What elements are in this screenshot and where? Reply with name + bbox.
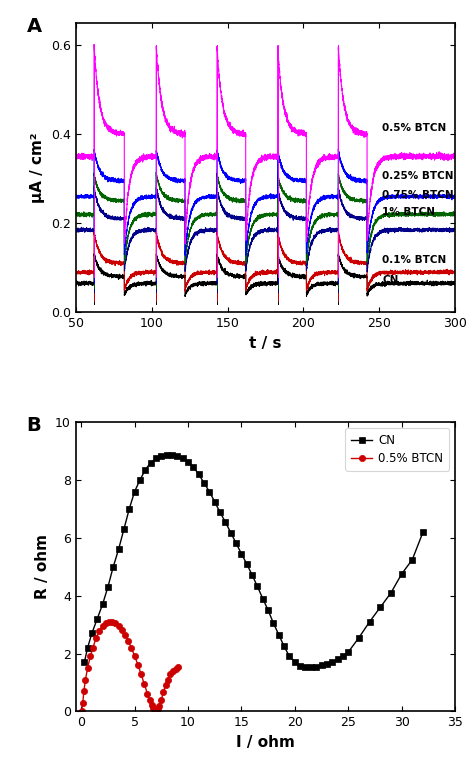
0.5% BTCN <box>170 666 176 675</box>
0.5% BTCN <box>116 621 121 630</box>
Text: 0.75% BTCN: 0.75% BTCN <box>382 190 454 200</box>
0.5% BTCN <box>90 643 96 653</box>
0.5% BTCN <box>93 633 99 643</box>
0.5% BTCN <box>152 705 157 714</box>
0.5% BTCN <box>146 695 152 705</box>
0.5% BTCN <box>125 636 131 645</box>
Text: 0.25% BTCN: 0.25% BTCN <box>382 171 454 181</box>
CN <box>164 451 170 460</box>
CN <box>346 647 351 656</box>
0.5% BTCN <box>132 651 137 660</box>
Legend: CN, 0.5% BTCN: CN, 0.5% BTCN <box>345 428 449 470</box>
Line: CN: CN <box>81 452 426 671</box>
0.5% BTCN <box>155 705 160 714</box>
0.5% BTCN <box>161 687 166 696</box>
0.5% BTCN <box>122 630 128 640</box>
0.5% BTCN <box>97 627 102 636</box>
0.5% BTCN <box>165 675 171 684</box>
Line: 0.5% BTCN: 0.5% BTCN <box>79 619 182 714</box>
CN <box>313 662 319 671</box>
Text: 0.1% BTCN: 0.1% BTCN <box>382 256 447 265</box>
0.5% BTCN <box>158 695 164 705</box>
0.5% BTCN <box>106 617 112 627</box>
0.5% BTCN <box>100 621 105 630</box>
Text: 0.5% BTCN: 0.5% BTCN <box>382 122 447 132</box>
Text: 1% BTCN: 1% BTCN <box>382 207 435 217</box>
0.5% BTCN <box>154 705 159 715</box>
Y-axis label: μA / cm²: μA / cm² <box>30 132 46 203</box>
0.5% BTCN <box>112 619 118 628</box>
CN <box>399 569 404 578</box>
CN <box>148 458 154 467</box>
Y-axis label: R / ohm: R / ohm <box>35 534 50 599</box>
Text: CN: CN <box>382 275 399 285</box>
CN <box>287 652 292 661</box>
CN <box>153 454 159 463</box>
CN <box>308 663 314 672</box>
X-axis label: t / s: t / s <box>249 336 282 350</box>
0.5% BTCN <box>82 675 88 684</box>
0.5% BTCN <box>119 625 125 634</box>
0.5% BTCN <box>85 663 91 672</box>
0.5% BTCN <box>145 689 150 698</box>
X-axis label: I / ohm: I / ohm <box>236 735 295 750</box>
0.5% BTCN <box>87 652 93 661</box>
0.5% BTCN <box>149 701 155 710</box>
0.5% BTCN <box>81 687 87 696</box>
0.5% BTCN <box>175 662 181 671</box>
0.5% BTCN <box>173 664 179 673</box>
0.5% BTCN <box>141 679 147 689</box>
0.5% BTCN <box>150 703 156 712</box>
0.5% BTCN <box>128 643 134 653</box>
0.5% BTCN <box>167 670 173 679</box>
0.5% BTCN <box>135 660 141 669</box>
0.5% BTCN <box>79 706 84 715</box>
CN <box>82 658 87 667</box>
0.5% BTCN <box>109 617 115 627</box>
0.5% BTCN <box>153 705 158 715</box>
0.5% BTCN <box>156 702 162 711</box>
0.5% BTCN <box>138 669 144 679</box>
0.5% BTCN <box>163 680 168 689</box>
CN <box>420 528 426 537</box>
Text: B: B <box>27 416 41 435</box>
0.5% BTCN <box>80 698 86 708</box>
0.5% BTCN <box>103 619 109 628</box>
Text: A: A <box>27 17 42 36</box>
